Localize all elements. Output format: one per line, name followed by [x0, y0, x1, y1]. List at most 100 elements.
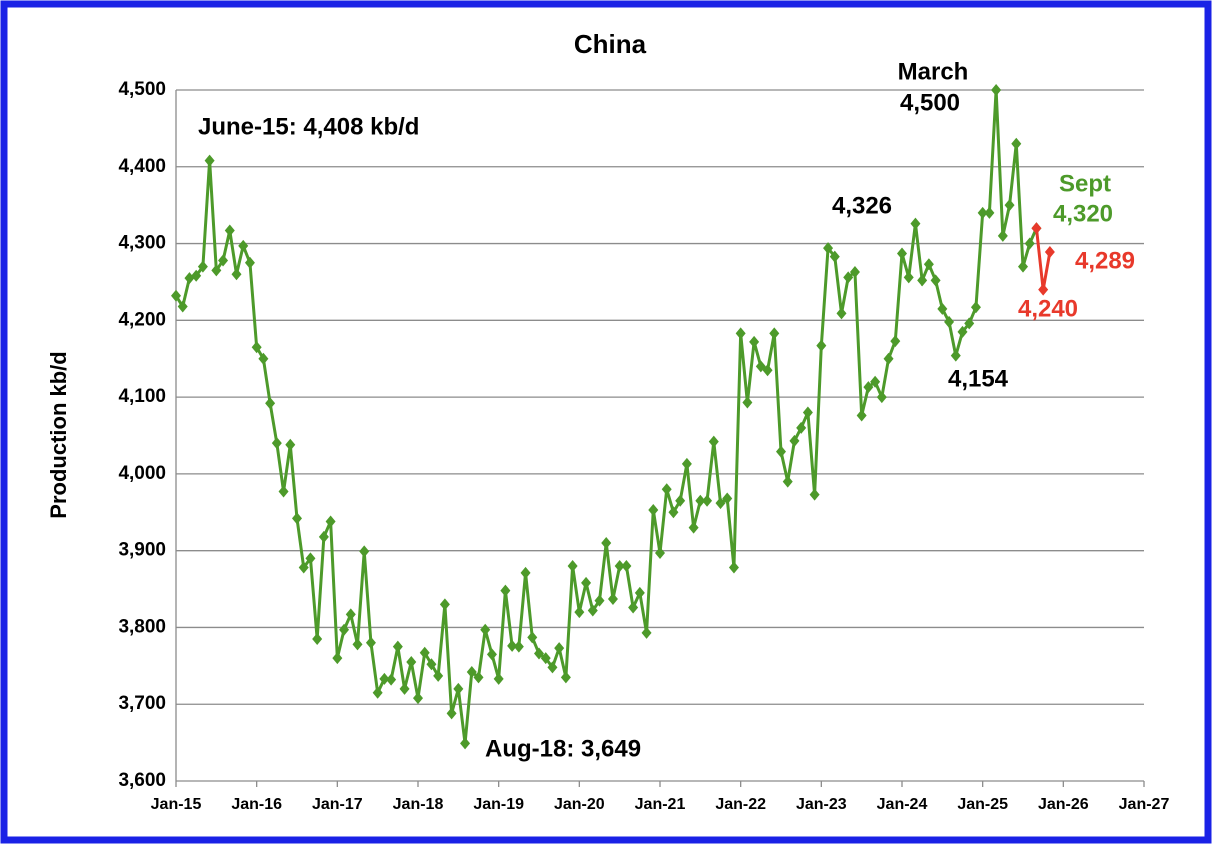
point: [473, 671, 484, 684]
point: [715, 497, 726, 510]
point: [849, 265, 860, 278]
chart-title: China: [574, 29, 647, 59]
point: [392, 640, 403, 653]
point: [567, 560, 578, 573]
point: [224, 224, 235, 237]
point: [278, 485, 289, 498]
point: [426, 658, 437, 671]
point: [211, 264, 222, 277]
x-tick-label: Jan-24: [877, 796, 928, 813]
x-tick-label: Jan-16: [231, 796, 282, 813]
point: [520, 566, 531, 579]
x-tick-label: Jan-15: [151, 796, 202, 813]
point: [231, 268, 242, 281]
point: [594, 594, 605, 607]
x-tick-label: Jan-18: [393, 796, 444, 813]
point: [177, 300, 188, 313]
point: [352, 638, 363, 651]
point: [406, 655, 417, 668]
point: [722, 492, 733, 505]
x-tick-label: Jan-26: [1038, 796, 1089, 813]
annotation: 4,500: [900, 89, 960, 116]
point: [977, 206, 988, 219]
point: [991, 84, 1002, 96]
point: [937, 302, 948, 315]
point: [238, 239, 249, 252]
point: [527, 631, 538, 644]
point: [863, 381, 874, 394]
point: [480, 623, 491, 636]
point: [312, 632, 323, 645]
point: [856, 409, 867, 422]
point: [816, 339, 827, 352]
point: [742, 396, 753, 409]
point: [1011, 137, 1022, 150]
annotation: 4,320: [1053, 200, 1113, 227]
point: [439, 598, 450, 611]
point: [534, 647, 544, 660]
point: [386, 673, 397, 686]
point: [197, 260, 208, 273]
x-tick-label: Jan-27: [1119, 796, 1170, 813]
point: [614, 560, 625, 573]
point: [796, 421, 807, 434]
point: [332, 652, 343, 665]
point: [836, 307, 847, 320]
point: [305, 552, 316, 565]
point: [964, 317, 975, 330]
y-tick-label: 4,100: [118, 386, 166, 407]
annotation: 4,289: [1075, 247, 1135, 274]
point: [587, 604, 598, 617]
point: [648, 503, 659, 516]
point: [325, 515, 336, 528]
point: [540, 652, 551, 665]
point: [776, 445, 786, 458]
point: [298, 561, 309, 574]
point: [984, 206, 995, 219]
point: [251, 341, 262, 354]
x-tick-label: Jan-17: [312, 796, 363, 813]
point: [621, 560, 632, 573]
point: [829, 250, 840, 263]
point: [903, 271, 914, 284]
point: [809, 488, 820, 501]
point: [601, 536, 612, 549]
y-tick-label: 3,800: [118, 616, 166, 637]
point: [345, 608, 356, 621]
point: [890, 335, 901, 348]
point: [944, 315, 955, 328]
point: [883, 352, 894, 365]
point: [735, 327, 746, 340]
point: [997, 229, 1008, 242]
point: [419, 646, 430, 659]
point: [843, 271, 854, 284]
point: [870, 375, 881, 388]
point: [399, 682, 410, 695]
point: [486, 648, 497, 661]
point: [749, 335, 760, 348]
point: [897, 247, 907, 260]
point: [823, 242, 834, 255]
point: [930, 274, 941, 287]
point: [433, 669, 444, 682]
point: [675, 494, 686, 507]
x-tick-label: Jan-19: [473, 796, 524, 813]
y-tick-label: 3,900: [118, 540, 166, 561]
point: [1031, 222, 1042, 235]
point: [661, 483, 672, 496]
y-tick-label: 4,500: [118, 79, 166, 100]
annotation: 4,154: [948, 365, 1009, 392]
point: [728, 561, 739, 574]
point: [581, 576, 592, 589]
point: [1018, 260, 1028, 273]
y-tick-label: 4,400: [118, 156, 166, 177]
point: [285, 438, 296, 451]
point: [258, 352, 269, 365]
point: [271, 437, 282, 450]
y-tick-label: 3,600: [118, 770, 166, 791]
point: [695, 494, 706, 507]
point: [708, 435, 719, 448]
point: [513, 640, 524, 653]
point: [244, 256, 255, 269]
